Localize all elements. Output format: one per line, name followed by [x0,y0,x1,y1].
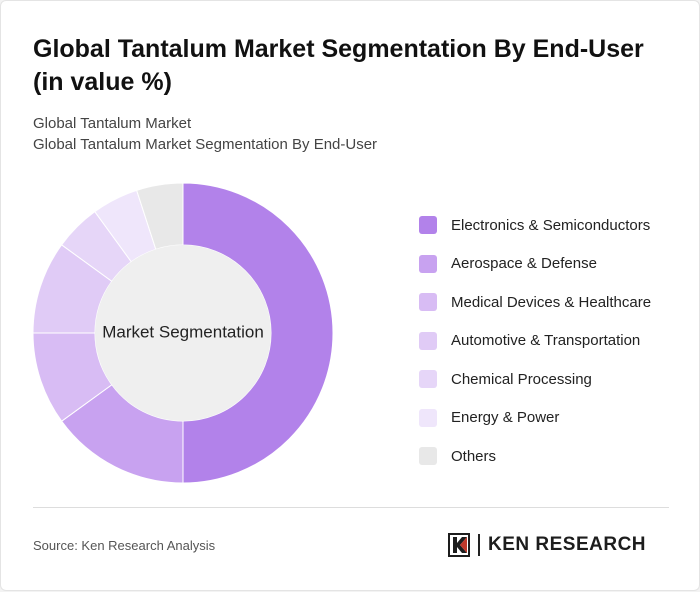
brand-name: KEN RESEARCH [488,534,647,555]
legend-label: Others [451,447,497,465]
chart-subtitle-segmentation: Global Tantalum Market Segmentation By E… [33,136,378,153]
legend-label: Electronics & Semiconductors [451,216,651,234]
legend-label: Medical Devices & Healthcare [451,293,652,311]
legend-label: Energy & Power [451,409,560,427]
legend-label: Automotive & Transportation [451,332,641,350]
legend-swatch [419,370,437,389]
chart-title: Global Tantalum Market Segmentation By E… [33,35,644,96]
donut-slices [32,182,334,484]
legend-swatch [419,293,437,312]
chart-legend: Electronics & Semiconductors Aerospace & … [419,206,689,476]
brand-logo: KEN RESEARCH [448,531,646,559]
legend-label: Aerospace & Defense [451,255,597,273]
legend-swatch [419,216,437,235]
legend-swatch [419,447,437,466]
ken-research-logo-icon [448,533,470,557]
legend-item-aerospace-defense: Aerospace & Defense [419,245,689,284]
legend-swatch [419,408,437,427]
footer-divider [33,507,669,508]
legend-swatch [419,331,437,350]
legend-swatch [419,254,437,273]
source-note: Source: Ken Research Analysis [33,538,216,553]
legend-item-medical-devices-healthcare: Medical Devices & Healthcare [419,283,689,322]
legend-item-energy-power: Energy & Power [419,399,689,438]
brand-separator [478,534,480,556]
legend-item-electronics-semiconductors: Electronics & Semiconductors [419,206,689,245]
donut-center-label: Market Segmentation [102,322,264,341]
legend-item-chemical-processing: Chemical Processing [419,360,689,399]
legend-item-others: Others [419,437,689,476]
legend-item-automotive-transportation: Automotive & Transportation [419,322,689,361]
donut-hole [95,245,271,421]
chart-subtitle-market: Global Tantalum Market [33,115,192,132]
legend-label: Chemical Processing [451,370,592,388]
